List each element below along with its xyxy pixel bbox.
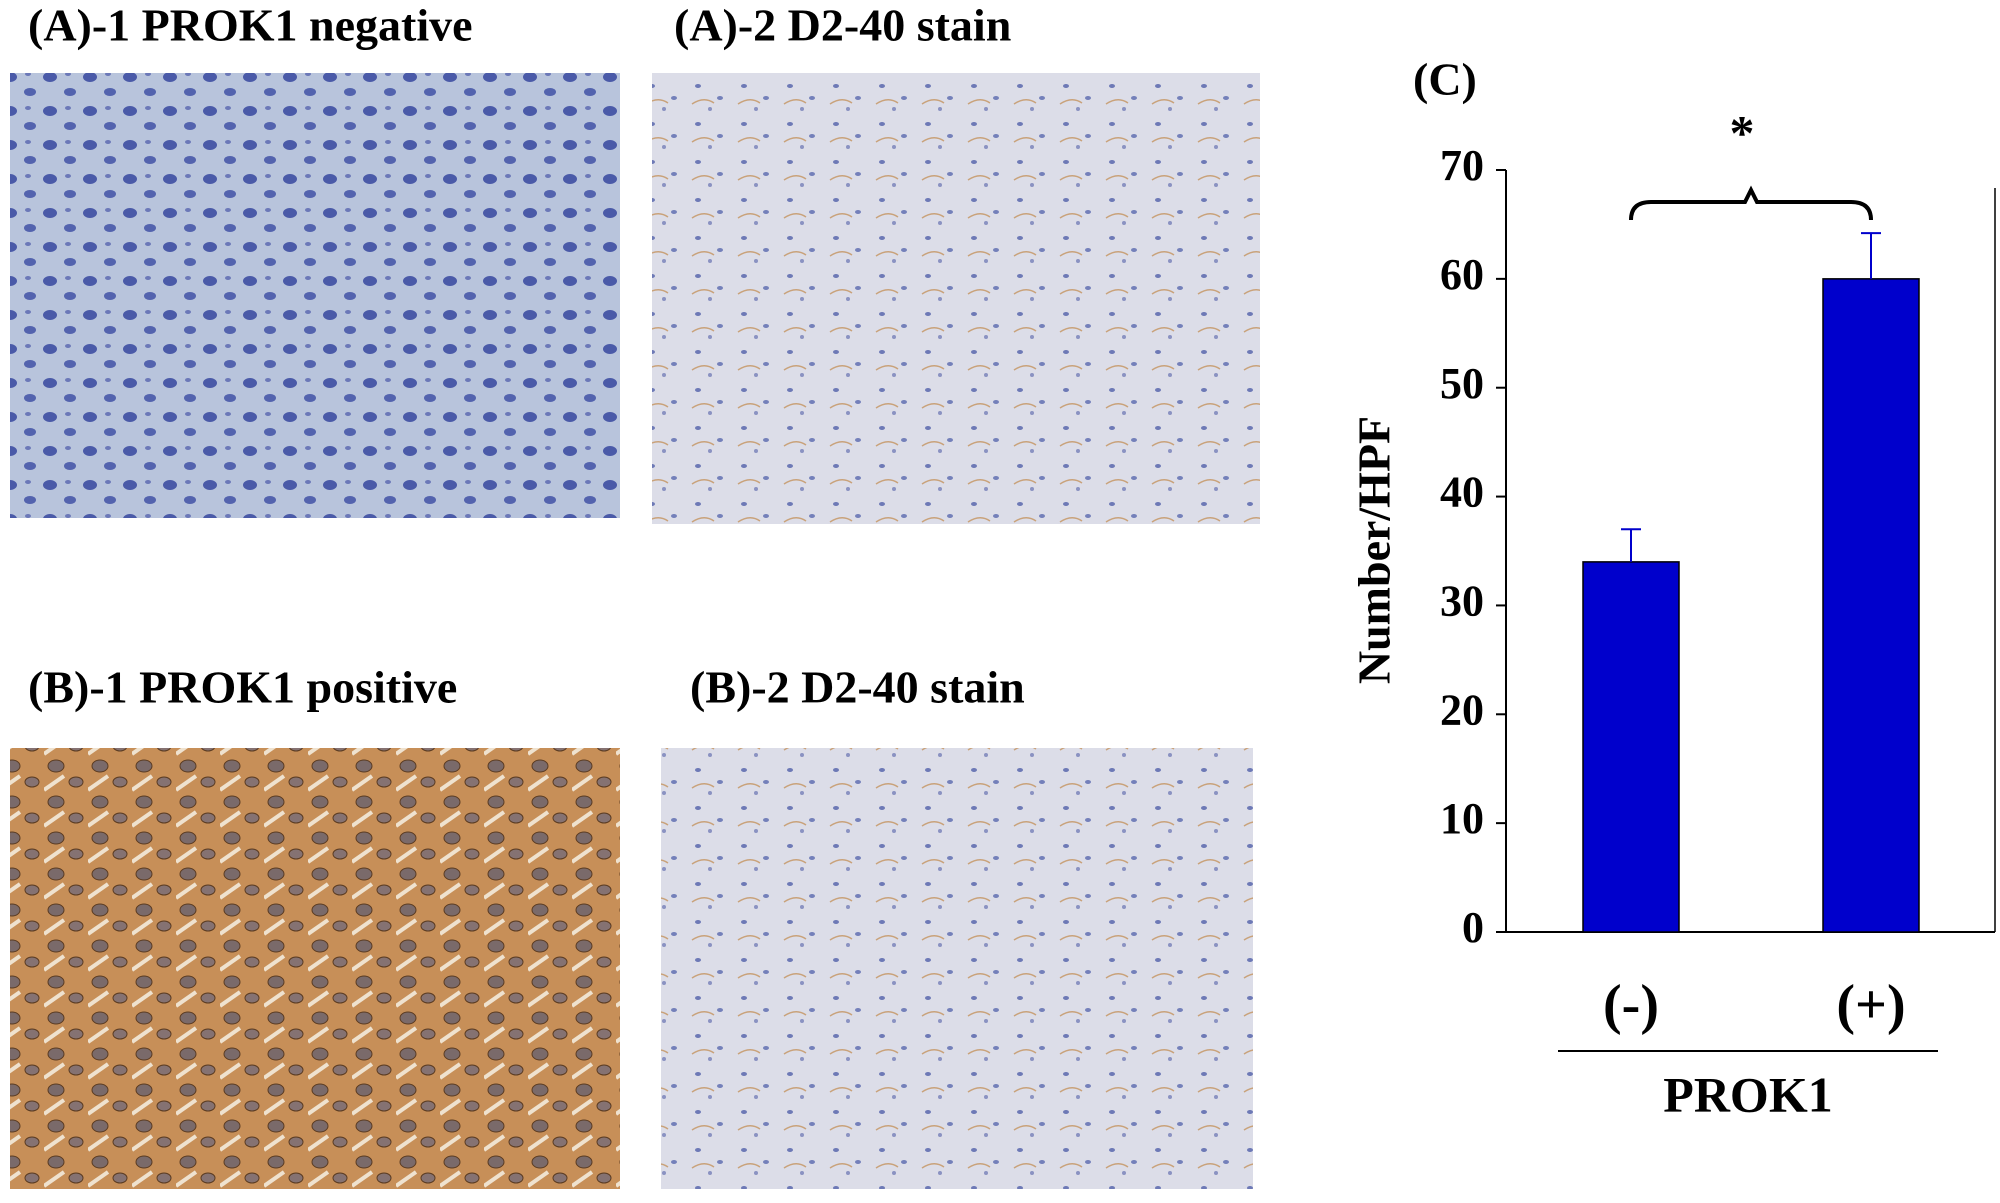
micrograph xyxy=(661,748,1253,1189)
y-tick-label: 50 xyxy=(1440,359,1484,408)
x-tick-label: (-) xyxy=(1603,974,1659,1036)
panel-label: (C) xyxy=(1413,54,1477,105)
significance-mark: * xyxy=(1730,104,1755,160)
y-tick-label: 70 xyxy=(1440,141,1484,190)
significance-bracket xyxy=(1629,185,1873,221)
panel-title: (B)-2 D2-40 stain xyxy=(690,662,1025,713)
micrograph xyxy=(10,73,620,518)
bar xyxy=(1822,278,1920,933)
x-tick-label: (+) xyxy=(1836,974,1905,1036)
micrograph-panels: (A)-1 PROK1 negative (A)-2 D2-40 stain (… xyxy=(10,0,1260,1189)
x-axis-label: PROK1 xyxy=(1663,1066,1832,1122)
y-tick-label: 30 xyxy=(1440,577,1484,626)
panel-title: (B)-1 PROK1 positive xyxy=(28,662,457,713)
bar xyxy=(1582,561,1680,933)
y-tick-label: 10 xyxy=(1440,794,1484,843)
micrograph xyxy=(10,748,620,1189)
y-tick-label: 60 xyxy=(1440,250,1484,299)
y-tick-label: 0 xyxy=(1462,903,1484,952)
panel-title: (A)-2 D2-40 stain xyxy=(674,0,1011,51)
panel-title: (A)-1 PROK1 negative xyxy=(28,0,473,51)
y-axis-label: Number/HPF xyxy=(1349,416,1400,684)
bar-chart: (C) * Number/HPF PROK1 0 10 20 30 40 50 60 70 (-… xyxy=(1349,54,1996,1122)
micrograph xyxy=(652,73,1260,524)
y-tick-label: 20 xyxy=(1440,685,1484,734)
y-tick-label: 40 xyxy=(1440,468,1484,517)
